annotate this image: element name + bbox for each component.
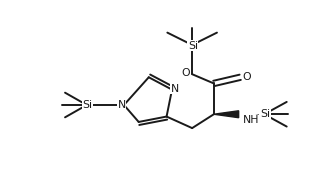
- Text: Si: Si: [260, 109, 270, 119]
- Text: O: O: [242, 72, 251, 82]
- Text: O: O: [182, 68, 190, 78]
- Text: N: N: [171, 84, 179, 94]
- Text: Si: Si: [82, 100, 92, 110]
- Polygon shape: [214, 111, 239, 118]
- Text: N: N: [118, 100, 126, 110]
- Text: Si: Si: [188, 41, 198, 51]
- Text: NH: NH: [242, 115, 259, 125]
